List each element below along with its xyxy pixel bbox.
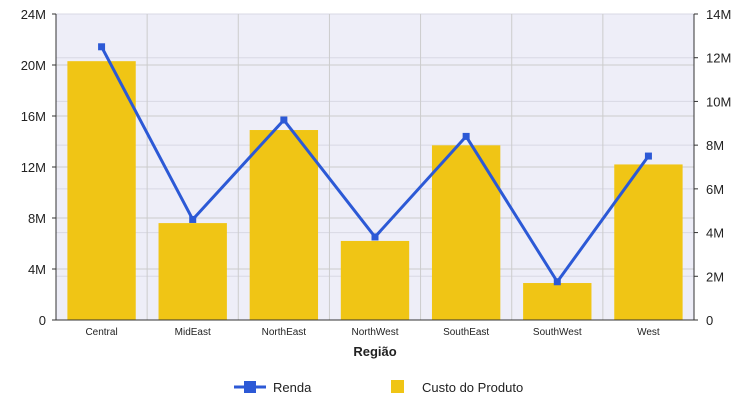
left-tick-label: 20M [21, 58, 46, 73]
x-axis-title: Região [353, 344, 396, 359]
category-label: SouthEast [443, 327, 489, 338]
right-tick-label: 10M [706, 94, 731, 109]
renda-point-northwest [371, 233, 379, 241]
axis-layer [52, 13, 698, 321]
right-tick-label: 12M [706, 51, 731, 66]
right-tick-label: 8M [706, 138, 724, 153]
bar-west [614, 164, 683, 320]
legend-label-custo: Custo do Produto [422, 380, 523, 395]
renda-point-central [98, 43, 106, 51]
bar-mideast [158, 223, 227, 320]
left-tick-label: 0 [39, 313, 46, 328]
category-label: NorthEast [262, 327, 307, 338]
left-tick-label: 12M [21, 160, 46, 175]
renda-point-mideast [189, 215, 197, 223]
renda-point-southwest [553, 278, 561, 286]
category-label: SouthWest [533, 327, 582, 338]
right-tick-label: 0 [706, 313, 713, 328]
category-label: MidEast [175, 327, 211, 338]
legend-line-marker [244, 381, 256, 393]
category-label: Central [85, 327, 117, 338]
left-tick-label: 16M [21, 109, 46, 124]
bar-central [67, 61, 136, 321]
renda-point-west [644, 152, 652, 160]
renda-point-southeast [462, 132, 470, 140]
bar-southeast [431, 145, 501, 320]
right-tick-label: 14M [706, 7, 731, 22]
renda-point-northeast [280, 116, 288, 124]
category-label: NorthWest [351, 327, 398, 338]
line-layer [98, 43, 652, 286]
left-tick-label: 4M [28, 262, 46, 277]
right-tick-label: 6M [706, 182, 724, 197]
right-tick-label: 4M [706, 226, 724, 241]
bar-northeast [249, 130, 319, 320]
bar-southwest [523, 283, 592, 320]
legend-bar-swatch [391, 380, 404, 393]
legend-label-renda: Renda [273, 380, 312, 395]
label-layer: 0 4M 8M 12M 16M 20M 24M 0 2M 4M 6M 8M 10M 12M 14M Centr… [21, 7, 732, 338]
right-tick-label: 2M [706, 269, 724, 284]
left-tick-label: 24M [21, 7, 46, 22]
bar-northwest [340, 240, 410, 320]
legend: Renda Custo do Produto [234, 380, 523, 395]
left-tick-label: 8M [28, 211, 46, 226]
category-label: West [637, 327, 660, 338]
bar-layer [67, 61, 683, 321]
